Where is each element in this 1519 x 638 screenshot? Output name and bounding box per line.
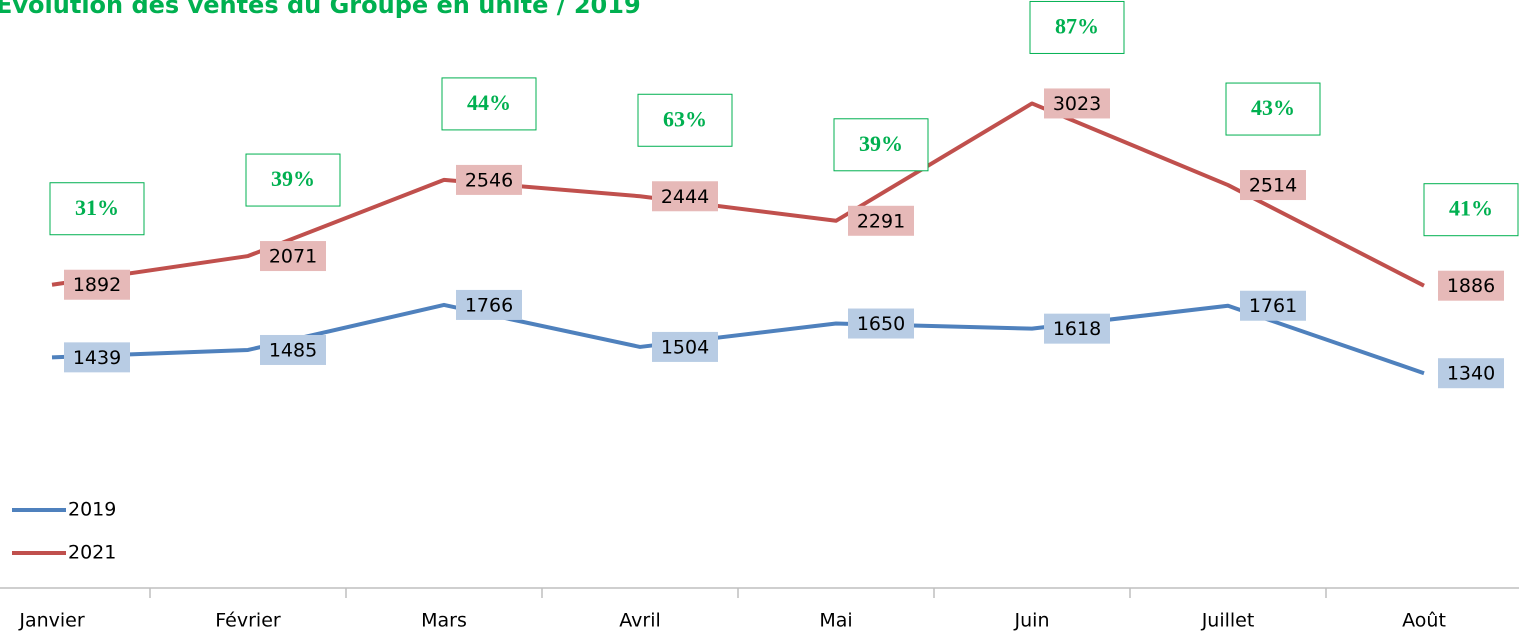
x-tick-label: Février xyxy=(215,610,281,632)
growth-label: 39% xyxy=(859,131,903,156)
x-tick-label: Janvier xyxy=(18,610,85,632)
data-label-box xyxy=(1044,313,1110,344)
x-tick-label: Août xyxy=(1402,610,1446,632)
growth-box xyxy=(833,118,929,172)
data-label: 2444 xyxy=(661,186,709,208)
data-label-box xyxy=(456,289,522,320)
data-label-box xyxy=(1438,270,1504,301)
legend-label: 2021 xyxy=(68,542,116,564)
data-label: 2291 xyxy=(857,210,905,232)
data-label-box xyxy=(848,205,914,236)
data-label: 1886 xyxy=(1447,275,1495,297)
legend-label: 2019 xyxy=(68,499,116,521)
growth-label: 63% xyxy=(663,106,707,131)
data-label-box xyxy=(1044,88,1110,119)
data-label-box xyxy=(848,308,914,339)
data-label: 1761 xyxy=(1249,295,1297,317)
data-label: 1650 xyxy=(857,313,905,335)
growth-box xyxy=(1423,183,1519,237)
growth-label: 41% xyxy=(1449,196,1493,221)
x-tick-label: Juin xyxy=(1014,610,1050,632)
data-label: 2071 xyxy=(269,246,317,268)
growth-box xyxy=(245,153,341,207)
x-tick-label: Juillet xyxy=(1201,610,1255,632)
series-line xyxy=(51,302,1425,376)
data-label: 1892 xyxy=(73,274,121,296)
data-label-box xyxy=(1438,358,1504,389)
data-label-box xyxy=(1240,290,1306,321)
growth-label: 44% xyxy=(467,90,511,115)
chart-title: Evolution des ventes du Groupe en unité … xyxy=(0,0,641,19)
data-label: 1504 xyxy=(661,336,709,358)
growth-box xyxy=(1225,82,1321,136)
data-label-box xyxy=(260,334,326,365)
data-label-box xyxy=(260,241,326,272)
data-label: 1766 xyxy=(465,294,513,316)
data-label: 1618 xyxy=(1053,318,1101,340)
data-label: 2546 xyxy=(465,169,513,191)
x-tick-label: Mai xyxy=(819,610,852,632)
growth-box xyxy=(637,93,733,147)
data-label-box xyxy=(652,331,718,362)
data-label-box xyxy=(64,269,130,300)
growth-label: 31% xyxy=(75,195,119,220)
data-label-box xyxy=(456,164,522,195)
data-label: 1340 xyxy=(1447,363,1495,385)
growth-box xyxy=(441,77,537,131)
data-label: 1439 xyxy=(73,347,121,369)
growth-box xyxy=(49,182,145,236)
data-label: 1485 xyxy=(269,339,317,361)
growth-label: 87% xyxy=(1055,14,1099,39)
x-tick-label: Mars xyxy=(421,610,467,632)
data-label-box xyxy=(64,342,130,373)
growth-label: 43% xyxy=(1251,95,1295,120)
data-label-box xyxy=(1240,170,1306,201)
data-label: 3023 xyxy=(1053,93,1101,115)
data-label: 2514 xyxy=(1249,175,1297,197)
x-tick-label: Avril xyxy=(619,610,661,632)
growth-box xyxy=(1029,0,1125,54)
growth-label: 39% xyxy=(271,166,315,191)
data-label-box xyxy=(652,181,718,212)
